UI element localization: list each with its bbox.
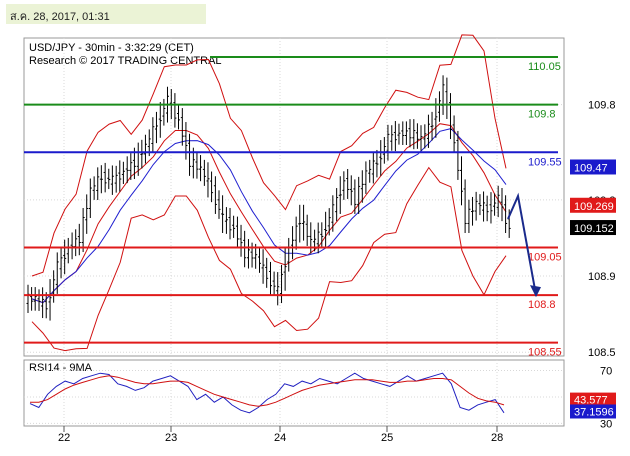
rsi-ma-line <box>30 375 505 407</box>
moving-average-line <box>31 128 507 304</box>
y-tick-label: 108.9 <box>588 271 616 283</box>
chart-title: USD/JPY - 30min - 3:32:29 (CET) <box>29 42 194 54</box>
rsi-value-tag-label: 37.1596 <box>574 406 614 418</box>
timestamp-text: ส.ค. 28, 2017, 01:31 <box>10 11 110 23</box>
bollinger-mid <box>31 123 507 304</box>
y-tick-label: 108.5 <box>588 347 616 359</box>
bollinger-lower <box>31 166 507 352</box>
level-label: 108.8 <box>528 299 556 311</box>
forecast-arrow-head <box>530 285 541 298</box>
price-tag <box>570 197 616 213</box>
price-panel-frame <box>23 37 565 357</box>
price-tag <box>570 220 616 236</box>
rsi-value-tag <box>570 404 616 419</box>
x-tick-label: 22 <box>58 432 70 444</box>
x-tick-label: 24 <box>274 432 286 444</box>
timestamp-box: ส.ค. 28, 2017, 01:31 <box>6 4 206 24</box>
rsi-title: RSI14 - 9MA <box>29 362 93 374</box>
x-tick-label: 28 <box>491 432 503 444</box>
rsi-tick-label: 70 <box>600 366 612 378</box>
price-tag-label: 109.47 <box>574 162 608 174</box>
level-label: 110.05 <box>528 61 561 73</box>
forecast-arrow-line <box>507 192 537 296</box>
level-label: 108.55 <box>528 347 562 359</box>
chart-credit: Research © 2017 TRADING CENTRAL <box>29 55 222 67</box>
rsi-panel-frame <box>23 359 565 427</box>
price-tag-label: 109.269 <box>574 201 614 213</box>
y-tick-label: 109.8 <box>588 100 616 112</box>
price-tag-label: 109.152 <box>574 223 614 235</box>
x-tick-label: 23 <box>165 432 177 444</box>
rsi-value-tag-label: 43.577 <box>574 395 608 407</box>
price-tag <box>570 159 616 175</box>
rsi-tick-label: 30 <box>600 418 612 430</box>
top-bar: ส.ค. 28, 2017, 01:31 <box>0 0 630 36</box>
rsi-value-tag <box>570 392 616 407</box>
bollinger-upper <box>31 34 507 277</box>
x-tick-label: 25 <box>381 432 393 444</box>
level-label: 109.8 <box>528 109 556 121</box>
level-label: 109.05 <box>528 251 562 263</box>
rsi-line <box>29 372 505 414</box>
level-label: 109.55 <box>528 156 562 168</box>
